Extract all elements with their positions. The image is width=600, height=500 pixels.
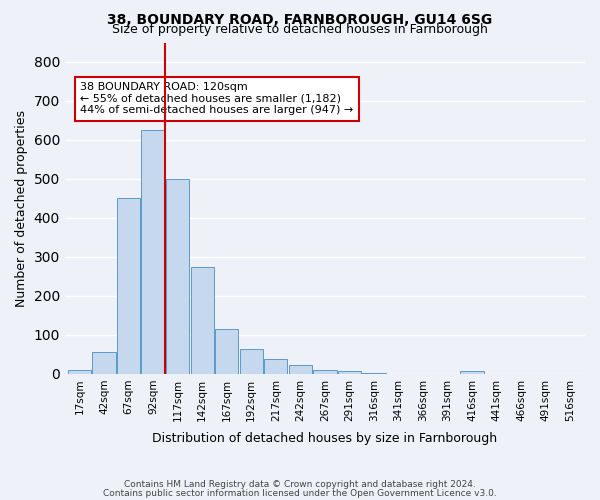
Text: 38, BOUNDARY ROAD, FARNBOROUGH, GU14 6SG: 38, BOUNDARY ROAD, FARNBOROUGH, GU14 6SG xyxy=(107,12,493,26)
Bar xyxy=(117,198,140,374)
Bar xyxy=(289,366,312,374)
Text: Size of property relative to detached houses in Farnborough: Size of property relative to detached ho… xyxy=(112,22,488,36)
Bar xyxy=(92,352,116,374)
Bar xyxy=(338,371,361,374)
X-axis label: Distribution of detached houses by size in Farnborough: Distribution of detached houses by size … xyxy=(152,432,497,445)
Text: Contains HM Land Registry data © Crown copyright and database right 2024.: Contains HM Land Registry data © Crown c… xyxy=(124,480,476,489)
Text: Contains public sector information licensed under the Open Government Licence v3: Contains public sector information licen… xyxy=(103,488,497,498)
Bar xyxy=(142,130,165,374)
Bar xyxy=(215,329,238,374)
Bar xyxy=(313,370,337,374)
Bar xyxy=(460,371,484,374)
Bar xyxy=(239,348,263,374)
Text: 38 BOUNDARY ROAD: 120sqm
← 55% of detached houses are smaller (1,182)
44% of sem: 38 BOUNDARY ROAD: 120sqm ← 55% of detach… xyxy=(80,82,353,116)
Bar xyxy=(166,179,190,374)
Y-axis label: Number of detached properties: Number of detached properties xyxy=(15,110,28,306)
Bar xyxy=(264,360,287,374)
Bar xyxy=(68,370,91,374)
Bar xyxy=(362,373,386,374)
Bar xyxy=(191,266,214,374)
